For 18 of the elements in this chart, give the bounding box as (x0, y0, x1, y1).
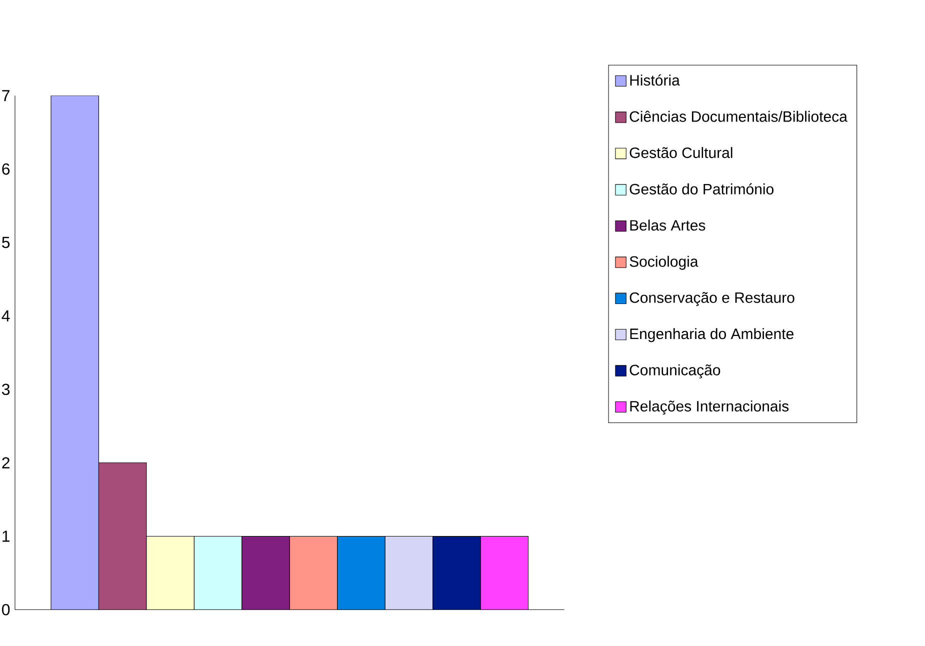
legend-label: Conservação e Restauro (630, 292, 794, 306)
legend-label: Gestão do Património (630, 183, 774, 194)
y-tick-label: 4 (2, 310, 10, 322)
y-tick-label: 0 (2, 604, 10, 616)
legend-label: Comunicação (630, 364, 720, 378)
y-tick-label: 5 (2, 236, 10, 248)
legend-label: Engenharia do Ambiente (630, 328, 794, 342)
y-tick-label: 1 (2, 530, 10, 542)
legend-label: Relações Internacionais (630, 400, 789, 415)
y-tick-label: 6 (2, 163, 10, 175)
legend-label: História (630, 74, 680, 86)
legend-label: Sociologia (630, 256, 698, 270)
y-tick-label: 7 (2, 90, 10, 102)
y-tick-label: 2 (2, 457, 10, 468)
legend-label: Gestão Cultural (630, 147, 732, 158)
legend-label: Ciências Documentais/Biblioteca (630, 110, 848, 122)
y-tick-label: 3 (2, 384, 10, 396)
legend-label: Belas Artes (630, 220, 706, 231)
